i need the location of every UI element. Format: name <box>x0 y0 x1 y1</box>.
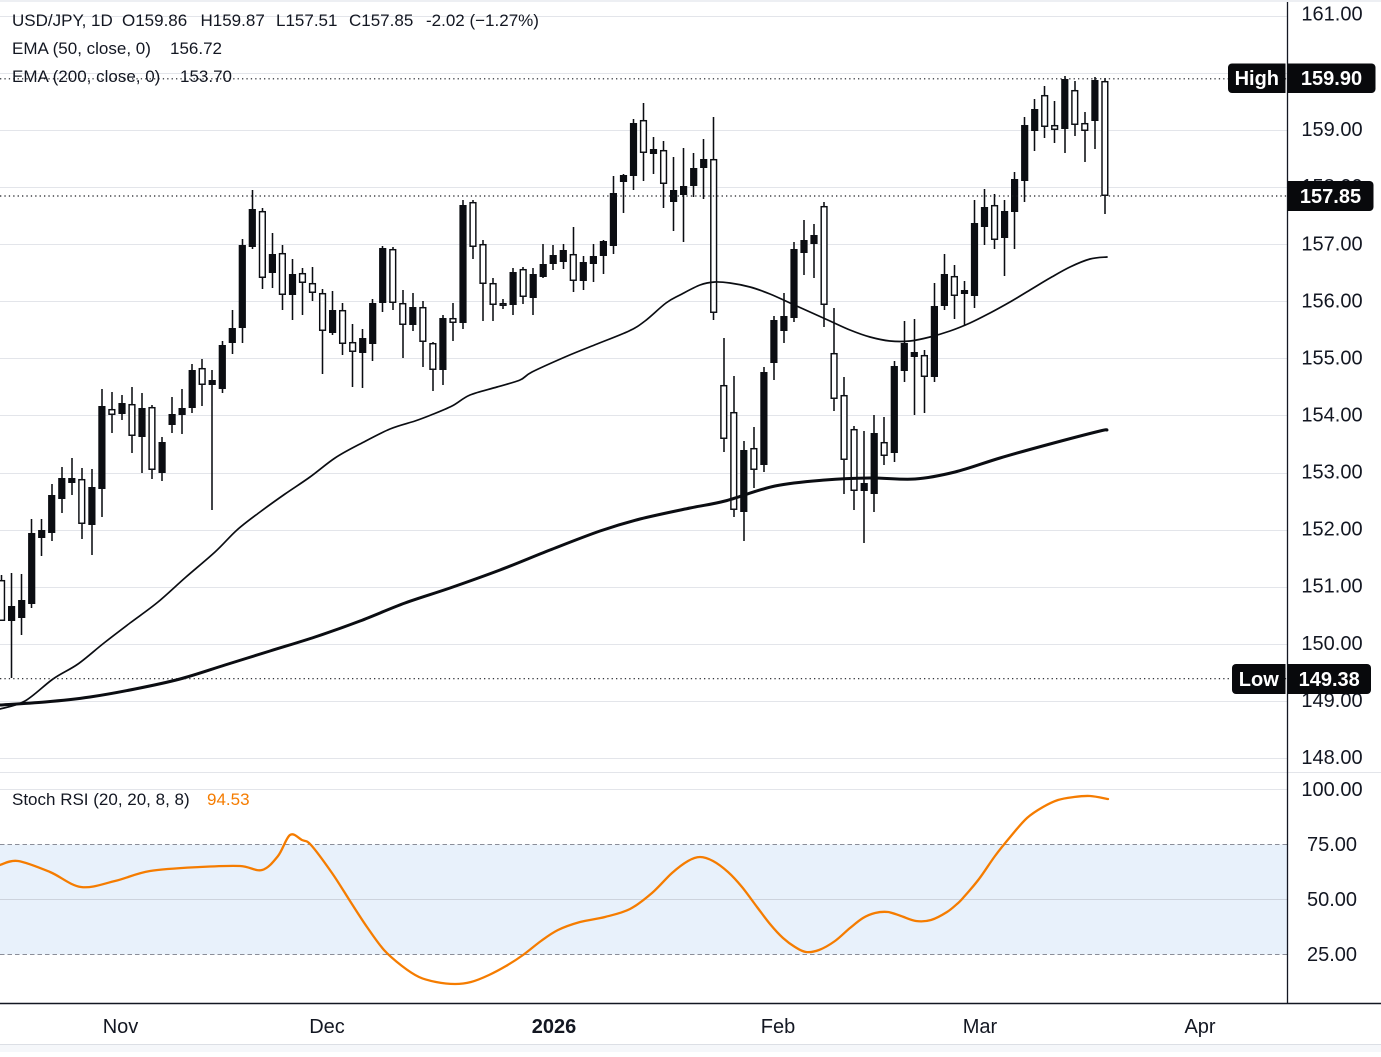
svg-text:159.00: 159.00 <box>1301 119 1362 141</box>
svg-text:148.00: 148.00 <box>1301 747 1362 769</box>
svg-text:156.72: 156.72 <box>170 39 222 58</box>
svg-text:2026: 2026 <box>532 1016 577 1038</box>
svg-text:Dec: Dec <box>309 1016 345 1038</box>
svg-text:-2.02 (−1.27%): -2.02 (−1.27%) <box>426 11 539 30</box>
svg-text:157.85: 157.85 <box>1300 186 1361 208</box>
svg-text:150.00: 150.00 <box>1301 633 1362 655</box>
svg-text:50.00: 50.00 <box>1307 889 1357 911</box>
svg-text:C157.85: C157.85 <box>349 11 413 30</box>
svg-text:O159.86: O159.86 <box>122 11 187 30</box>
svg-text:Stoch RSI (20, 20, 8, 8): Stoch RSI (20, 20, 8, 8) <box>12 790 190 809</box>
svg-text:L157.51: L157.51 <box>276 11 337 30</box>
svg-text:EMA (200, close, 0): EMA (200, close, 0) <box>12 67 160 86</box>
svg-text:25.00: 25.00 <box>1307 944 1357 966</box>
svg-text:75.00: 75.00 <box>1307 834 1357 856</box>
svg-text:151.00: 151.00 <box>1301 576 1362 598</box>
svg-text:Low: Low <box>1239 669 1279 691</box>
svg-text:159.90: 159.90 <box>1301 68 1362 90</box>
svg-text:152.00: 152.00 <box>1301 519 1362 541</box>
svg-text:H159.87: H159.87 <box>201 11 265 30</box>
svg-text:156.00: 156.00 <box>1301 290 1362 312</box>
svg-text:Mar: Mar <box>963 1016 998 1038</box>
svg-text:149.38: 149.38 <box>1299 669 1360 691</box>
svg-text:Apr: Apr <box>1184 1016 1215 1038</box>
svg-text:USD/JPY, 1D: USD/JPY, 1D <box>12 11 113 30</box>
svg-text:153.70: 153.70 <box>180 67 232 86</box>
svg-text:154.00: 154.00 <box>1301 405 1362 427</box>
svg-text:100.00: 100.00 <box>1301 779 1362 801</box>
svg-text:155.00: 155.00 <box>1301 347 1362 369</box>
svg-text:EMA (50, close, 0): EMA (50, close, 0) <box>12 39 151 58</box>
svg-text:94.53: 94.53 <box>207 790 250 809</box>
svg-text:Nov: Nov <box>103 1016 139 1038</box>
svg-text:161.00: 161.00 <box>1301 4 1362 26</box>
svg-text:153.00: 153.00 <box>1301 462 1362 484</box>
svg-text:149.00: 149.00 <box>1301 690 1362 712</box>
svg-text:Feb: Feb <box>761 1016 795 1038</box>
svg-text:High: High <box>1235 68 1279 90</box>
svg-text:157.00: 157.00 <box>1301 233 1362 255</box>
